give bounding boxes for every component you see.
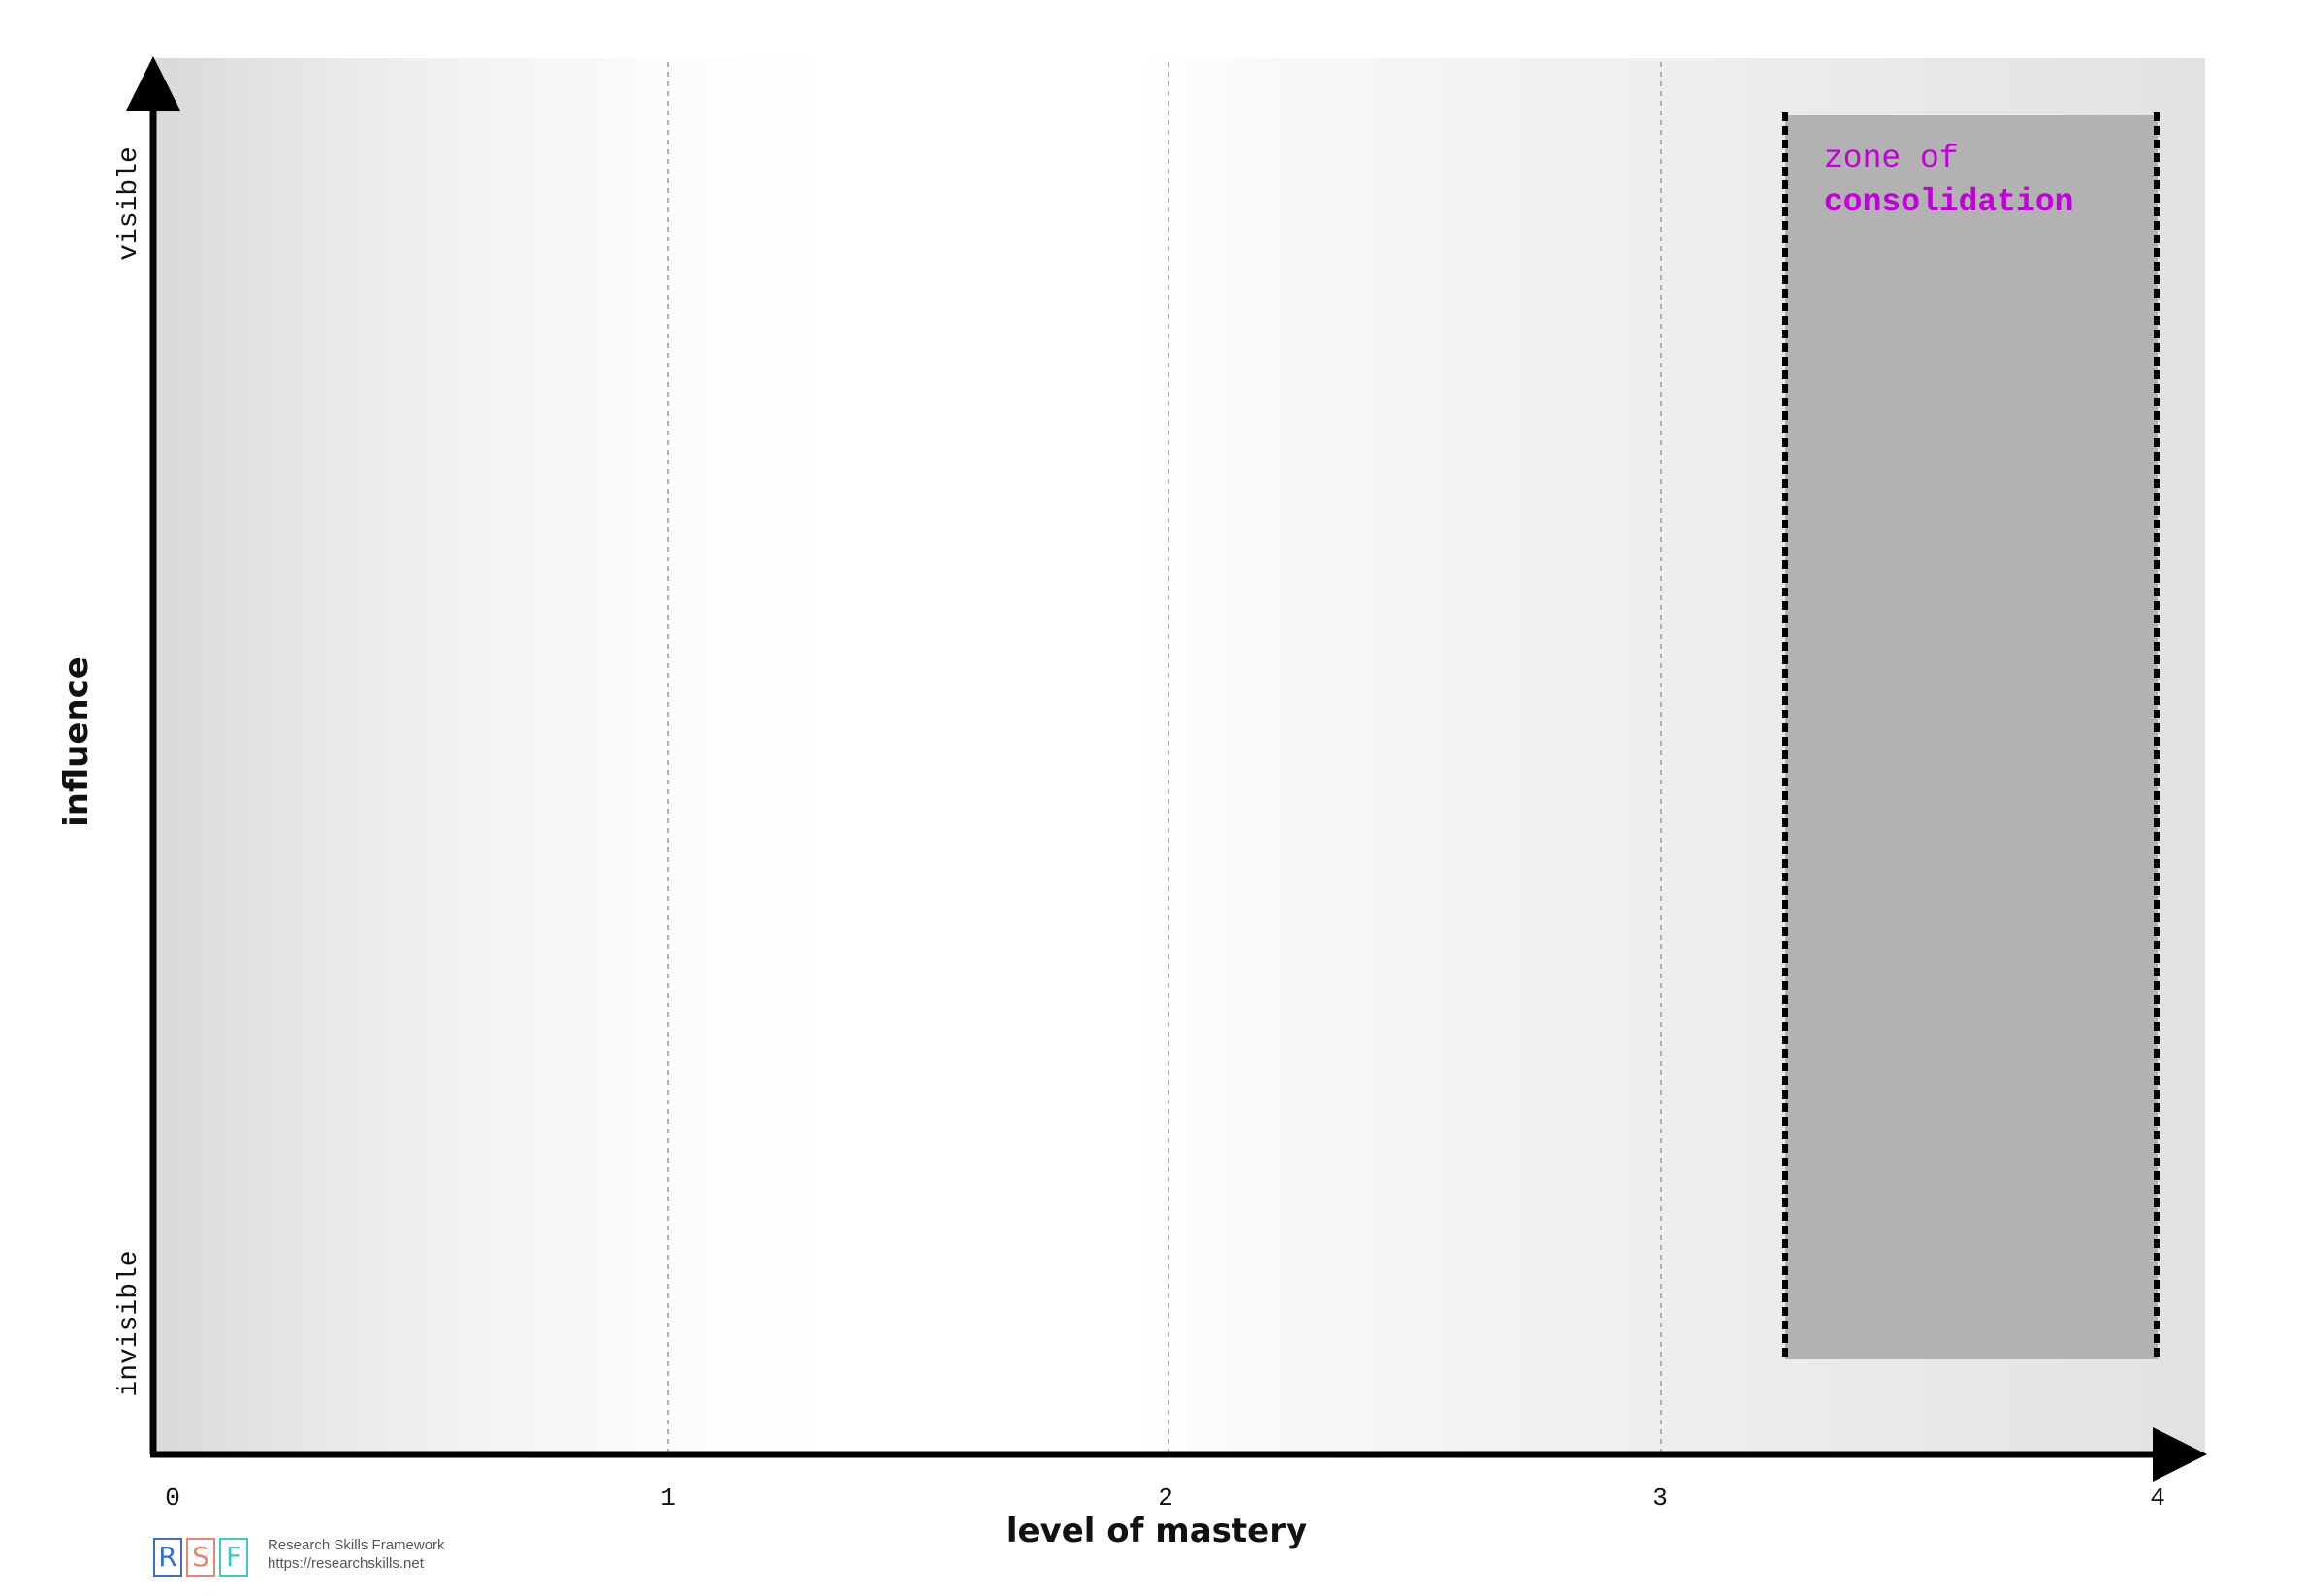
x-tick-3: 3	[1652, 1484, 1668, 1513]
x-tick-2: 2	[1158, 1484, 1173, 1513]
logo-letter-r: R	[153, 1538, 182, 1577]
x-axis-title: level of mastery	[1007, 1512, 1307, 1550]
zone-fill	[1785, 115, 2158, 1359]
x-tick-1: 1	[660, 1484, 676, 1513]
zone-of-consolidation: zone of consolidation	[1782, 112, 2160, 1359]
logo-letter-f: F	[219, 1538, 248, 1577]
footer-url: https://researchskills.net	[268, 1555, 424, 1572]
footer-name: Research Skills Framework	[268, 1537, 445, 1553]
x-tick-4: 4	[2150, 1484, 2165, 1513]
y-axis-top-label: visible	[114, 146, 144, 261]
y-axis-bottom-label: invisible	[114, 1250, 144, 1396]
y-axis-title: influence	[57, 656, 96, 827]
zone-label-line1: zone of	[1824, 141, 1959, 176]
logo-letter-s: S	[186, 1538, 215, 1577]
zone-label-line2: consolidation	[1824, 184, 2073, 220]
x-tick-0: 0	[165, 1484, 180, 1513]
